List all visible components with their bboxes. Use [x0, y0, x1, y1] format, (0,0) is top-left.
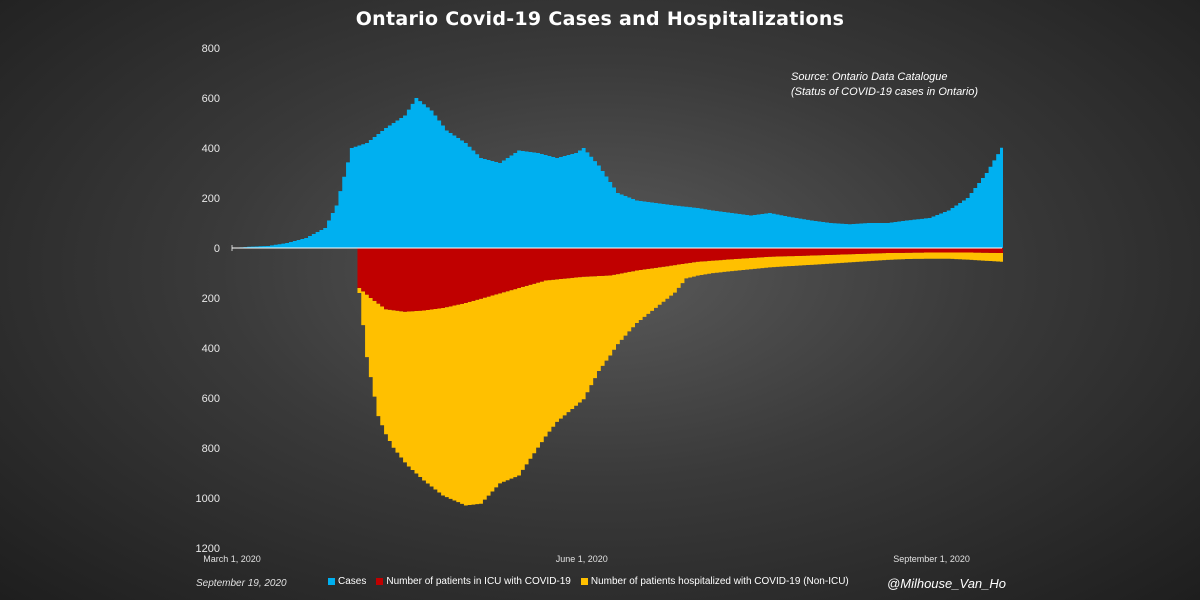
source-line-1: Source: Ontario Data Catalogue	[791, 71, 948, 83]
legend-item-non-icu: Number of patients hospitalized with COV…	[580, 576, 849, 587]
series-area-0	[232, 98, 1003, 248]
y-tick-label: 400	[202, 143, 220, 155]
series-2	[353, 248, 1004, 506]
legend-label-cases: Cases	[338, 576, 367, 587]
y-tick-label: 200	[202, 193, 220, 205]
legend-swatch-cases	[328, 578, 335, 585]
y-tick-label: 800	[202, 43, 220, 55]
y-tick-label: 600	[202, 393, 220, 405]
series-1	[353, 248, 1004, 312]
chart-title: Ontario Covid-19 Cases and Hospitalizati…	[355, 8, 845, 30]
legend-item-icu: Number of patients in ICU with COVID-19	[376, 576, 571, 587]
source-line-2: (Status of COVID-19 cases in Ontario)	[791, 86, 978, 98]
y-tick-label: 400	[202, 343, 220, 355]
series-0	[232, 98, 1003, 248]
y-tick-label: 0	[214, 243, 220, 255]
x-tick-label: September 1, 2020	[893, 554, 970, 564]
y-tick-label: 1200	[196, 543, 220, 555]
y-tick-label: 200	[202, 293, 220, 305]
legend-swatch-icu	[376, 578, 384, 585]
x-tick-label: March 1, 2020	[203, 554, 261, 564]
legend-label-icu: Number of patients in ICU with COVID-19	[386, 576, 571, 587]
legend-swatch-non-icu	[580, 578, 588, 585]
legend-label-non-icu: Number of patients hospitalized with COV…	[590, 576, 849, 587]
footer-date: September 19, 2020	[196, 578, 287, 589]
y-tick-label: 800	[202, 443, 220, 455]
x-tick-label: June 1, 2020	[556, 554, 608, 564]
series-area-1	[353, 248, 1004, 312]
y-tick-label: 1000	[196, 493, 220, 505]
legend-item-cases: Cases	[328, 576, 366, 587]
series-layer	[232, 98, 1004, 506]
y-axis: 800 600 400 200 0 200 400 600 800 1000 1200	[196, 43, 220, 555]
legend: Cases Number of patients in ICU with COV…	[328, 576, 849, 587]
y-tick-label: 600	[202, 93, 220, 105]
series-area-2	[353, 248, 1004, 506]
footer-handle: @Milhouse_Van_Ho	[887, 576, 1006, 591]
